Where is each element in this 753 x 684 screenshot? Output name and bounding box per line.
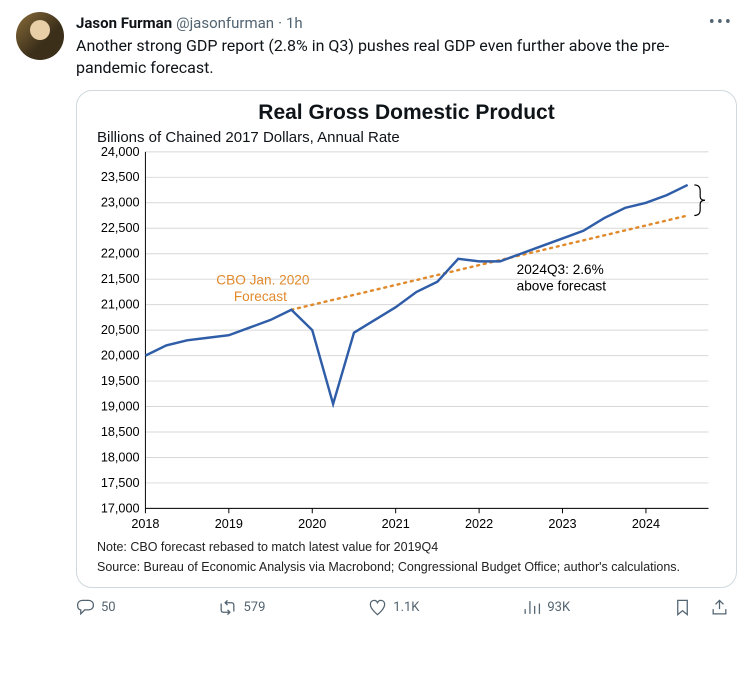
views-icon: [522, 598, 541, 617]
svg-text:2018: 2018: [131, 517, 159, 531]
share-button[interactable]: [710, 598, 729, 617]
svg-text:22,500: 22,500: [101, 221, 140, 235]
svg-text:19,500: 19,500: [101, 374, 140, 388]
svg-text:20,500: 20,500: [101, 323, 140, 337]
reply-count: 50: [101, 600, 116, 615]
retweet-icon: [218, 598, 237, 617]
like-button[interactable]: 1.1K: [368, 598, 419, 617]
avatar[interactable]: [16, 12, 64, 60]
share-icon: [710, 598, 729, 617]
svg-text:23,500: 23,500: [101, 170, 140, 184]
like-count: 1.1K: [393, 600, 419, 615]
svg-text:CBO Jan. 2020: CBO Jan. 2020: [216, 272, 310, 287]
svg-text:18,000: 18,000: [101, 451, 140, 465]
separator-dot: ·: [278, 14, 282, 32]
chart-svg: 17,000 17,500 18,000 18,500 19,000 19,500 20,0…: [85, 146, 728, 536]
svg-text:17,000: 17,000: [101, 501, 140, 515]
bookmark-icon: [673, 598, 692, 617]
more-icon[interactable]: •••: [705, 12, 737, 33]
svg-text:2020: 2020: [298, 517, 326, 531]
svg-text:21,000: 21,000: [101, 298, 140, 312]
tweet: Jason Furman @jasonfurman · 1h ••• Anoth…: [16, 12, 737, 617]
reply-icon: [76, 598, 95, 617]
display-name[interactable]: Jason Furman: [76, 14, 172, 32]
svg-text:19,000: 19,000: [101, 400, 140, 414]
svg-text:18,500: 18,500: [101, 425, 140, 439]
chart-note-2: Source: Bureau of Economic Analysis via …: [97, 560, 718, 576]
svg-text:2022: 2022: [465, 517, 493, 531]
chart-title: Real Gross Domestic Product: [85, 101, 728, 125]
chart-subtitle: Billions of Chained 2017 Dollars, Annual…: [97, 129, 728, 146]
retweet-button[interactable]: 579: [218, 598, 265, 617]
bookmark-button[interactable]: [673, 598, 692, 617]
svg-text:above forecast: above forecast: [517, 279, 607, 294]
reply-button[interactable]: 50: [76, 598, 116, 617]
tweet-body: Jason Furman @jasonfurman · 1h ••• Anoth…: [76, 12, 737, 617]
tweet-text: Another strong GDP report (2.8% in Q3) p…: [76, 35, 737, 78]
svg-text:2024: 2024: [632, 517, 660, 531]
svg-text:2019: 2019: [215, 517, 243, 531]
timestamp[interactable]: 1h: [286, 14, 303, 32]
svg-text:24,000: 24,000: [101, 146, 140, 159]
svg-text:22,000: 22,000: [101, 247, 140, 261]
chart-note-1: Note: CBO forecast rebased to match late…: [97, 540, 718, 556]
svg-text:20,000: 20,000: [101, 349, 140, 363]
svg-text:2021: 2021: [382, 517, 410, 531]
svg-text:17,500: 17,500: [101, 476, 140, 490]
svg-text:2023: 2023: [548, 517, 576, 531]
svg-text:2024Q3: 2.6%: 2024Q3: 2.6%: [517, 262, 604, 277]
chart-card: Real Gross Domestic Product Billions of …: [76, 90, 737, 588]
svg-text:21,500: 21,500: [101, 272, 140, 286]
tweet-header: Jason Furman @jasonfurman · 1h •••: [76, 12, 737, 33]
tweet-actions: 50 579 1.1K 93K: [76, 598, 737, 617]
view-count: 93K: [547, 600, 570, 615]
views-button[interactable]: 93K: [522, 598, 570, 617]
svg-text:23,000: 23,000: [101, 196, 140, 210]
svg-text:Forecast: Forecast: [234, 289, 287, 304]
heart-icon: [368, 598, 387, 617]
retweet-count: 579: [243, 600, 265, 615]
handle[interactable]: @jasonfurman: [176, 14, 274, 32]
